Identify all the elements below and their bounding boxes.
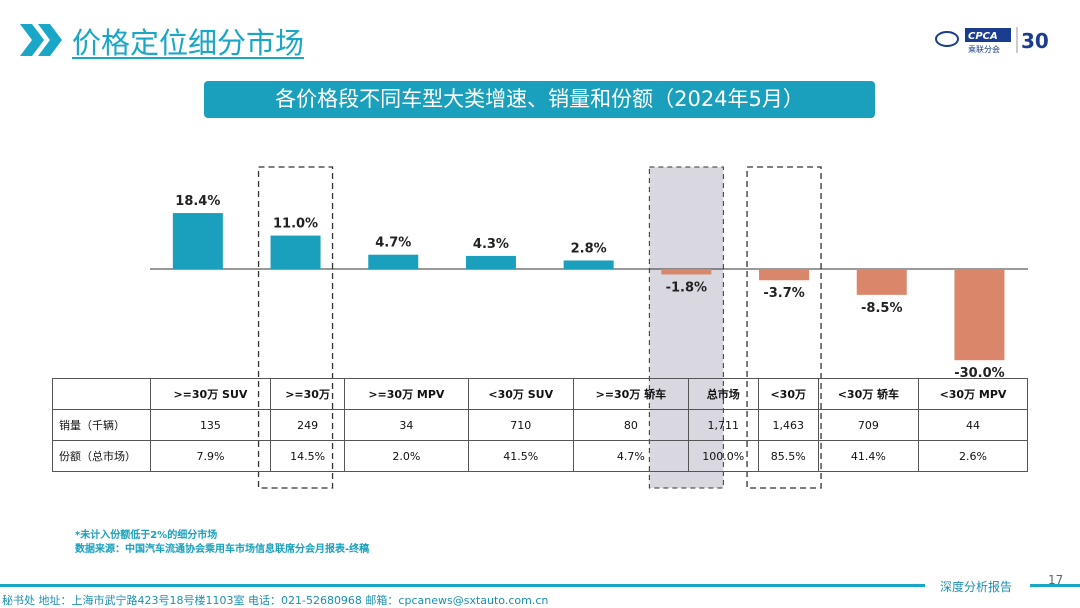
bar [856, 269, 907, 295]
cpca-logo: CPCA 乘联分会 30 [935, 25, 1055, 55]
svg-text:CPCA: CPCA [968, 31, 998, 42]
table-row: 份额（总市场） 7.9% 14.5% 2.0% 41.5% 4.7% 100.0% 85.5%… [52, 440, 1028, 472]
table-cell: 85.5% [757, 440, 819, 472]
footer-divider-right [1030, 584, 1080, 587]
table-row: 销量（千辆） 135 249 34 710 80 1,711 1,463 709 44 [52, 409, 1028, 441]
column-header: >=30万 [269, 378, 346, 410]
data-label: 2.8% [571, 241, 607, 256]
chart-title-banner: 各价格段不同车型大类增速、销量和份额（2024年5月） [204, 81, 875, 118]
dashed-box [257, 166, 334, 489]
table-cell: 14.5% [269, 440, 346, 472]
source-note: 数据来源：中国汽车流通协会乘用车市场信息联席分会月报表-终稿 [75, 544, 370, 555]
bar [368, 254, 419, 269]
table-cell: 4.7% [573, 440, 689, 472]
data-label: -3.7% [763, 286, 804, 301]
table-cell: 41.4% [817, 440, 920, 472]
data-label: 4.7% [375, 236, 411, 251]
row-label: 销量（千辆） [52, 409, 151, 441]
data-label: -1.8% [666, 280, 707, 295]
bar [759, 269, 810, 281]
footer-address: 秘书处 地址：上海市武宁路423号18号楼1103室 电话：021-526809… [2, 594, 549, 607]
dashed-box [746, 166, 822, 489]
column-header: >=30万 SUV [150, 378, 271, 410]
bar [954, 269, 1005, 361]
table-cell: 100.0% [687, 440, 759, 472]
row-label: 份额（总市场） [52, 440, 151, 472]
table-cell: 135 [150, 409, 271, 441]
table-cell: 1,711 [687, 409, 759, 441]
header-corner [52, 378, 151, 410]
table-cell: 249 [269, 409, 346, 441]
data-label: -30.0% [954, 366, 1005, 381]
bar [563, 260, 614, 269]
table-header-row: >=30万 SUV >=30万 >=30万 MPV <30万 SUV >=30万 轿车总… [52, 378, 1028, 410]
footer-divider [0, 584, 925, 587]
table-cell: 41.5% [467, 440, 575, 472]
table-cell: 1,463 [757, 409, 819, 441]
bar [661, 269, 712, 275]
table-cell: 709 [817, 409, 920, 441]
column-header: >=30万 轿车 [573, 378, 689, 410]
column-header: <30万 [757, 378, 819, 410]
data-label: 4.3% [473, 237, 509, 252]
table-cell: 710 [467, 409, 575, 441]
chevron-icon [20, 24, 62, 56]
data-label: 11.0% [273, 217, 318, 232]
page-title: 价格定位细分市场 [72, 26, 305, 60]
data-label: -8.5% [861, 301, 902, 316]
bar [270, 235, 321, 269]
footnote: *未计入份额低于2%的细分市场 [75, 530, 218, 541]
bar [172, 213, 223, 269]
column-header: 总市场 [687, 378, 759, 410]
svg-text:30: 30 [1021, 29, 1049, 53]
column-header: <30万 MPV [918, 378, 1028, 410]
table-cell: 44 [918, 409, 1028, 441]
table-cell: 2.0% [344, 440, 469, 472]
bar [465, 255, 516, 269]
data-table: >=30万 SUV >=30万 >=30万 MPV <30万 SUV >=30万 轿车总… [52, 378, 1028, 472]
column-header: >=30万 MPV [344, 378, 469, 410]
svg-text:乘联分会: 乘联分会 [968, 44, 1000, 54]
table-cell: 34 [344, 409, 469, 441]
column-header: <30万 SUV [467, 378, 575, 410]
page-number: 17 [1048, 573, 1064, 587]
data-label: 18.4% [175, 194, 220, 209]
column-header: <30万 轿车 [817, 378, 920, 410]
table-cell: 80 [573, 409, 689, 441]
table-cell: 2.6% [918, 440, 1028, 472]
footer-tag: 深度分析报告 [940, 580, 1013, 594]
table-cell: 7.9% [150, 440, 271, 472]
